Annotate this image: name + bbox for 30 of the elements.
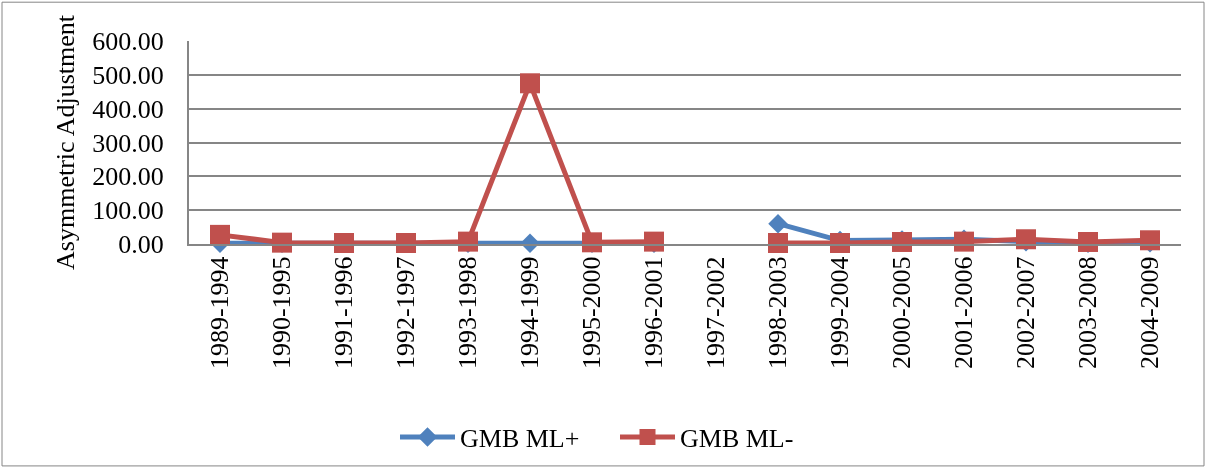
x-tick-label: 1996-2001 [639,256,669,370]
legend-label: GMB ML+ [460,424,580,454]
y-axis-title: Asymmetric Adjustment [51,14,81,270]
y-tick-label: 300.00 [92,128,164,158]
x-tick-label: 1993-1998 [453,256,483,370]
x-tick-label: 1990-1995 [267,256,297,370]
x-tick-label: 1991-1996 [329,256,359,370]
point [768,213,788,234]
x-tick-label: 1989-1994 [205,256,235,370]
point [768,232,788,253]
x-tick-label: 1998-2003 [763,256,793,370]
x-tick-label: 1997-2002 [701,256,731,370]
y-tick-label: 0.00 [118,230,164,260]
x-tick-label: 2004-2009 [1135,256,1165,370]
y-tick-label: 100.00 [92,196,164,226]
y-tick-label: 400.00 [92,94,164,124]
x-tick-label: 1992-1997 [391,256,421,370]
y-tick-label: 500.00 [92,60,164,90]
x-tick-label: 1999-2004 [825,256,855,370]
x-tick-label: 2003-2008 [1073,256,1103,370]
x-tick-label: 1994-1999 [515,256,545,370]
x-tick-label: 1995-2000 [577,256,607,370]
legend-label: GMB ML- [680,424,794,454]
y-tick-label: 200.00 [92,162,164,192]
x-tick-label: 2002-2007 [1011,256,1041,370]
point [520,73,540,94]
x-tick-label: 2001-2006 [949,256,979,370]
point [210,224,230,245]
x-tick-label: 2000-2005 [887,256,917,370]
y-tick-label: 600.00 [92,27,164,57]
